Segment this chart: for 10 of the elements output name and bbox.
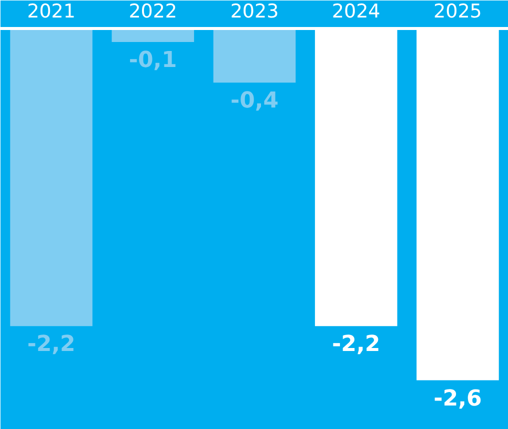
x-tick-label: 2021: [27, 0, 76, 22]
data-label: -0,4: [230, 88, 279, 114]
data-label: -0,1: [128, 48, 177, 74]
data-label: -2,6: [434, 386, 482, 412]
x-tick-label: 2024: [332, 0, 380, 22]
data-label: -2,2: [27, 332, 76, 358]
x-tick-label: 2022: [128, 0, 178, 22]
x-tick-label: 2025: [434, 0, 482, 22]
x-tick-label: 2023: [230, 0, 279, 22]
data-label: -2,2: [332, 332, 380, 358]
